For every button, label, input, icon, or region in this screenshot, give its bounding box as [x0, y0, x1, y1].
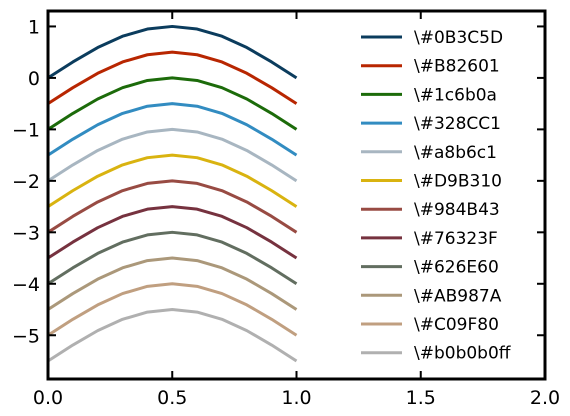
legend-label: \#626E60 — [414, 258, 499, 278]
y-tick-label: 0 — [28, 68, 40, 90]
series-line-3 — [47, 76, 298, 131]
series-line-7 — [47, 179, 298, 234]
plot-frame — [46, 9, 547, 381]
series-line-2 — [47, 50, 298, 105]
series-line-6 — [47, 153, 298, 208]
series-line-9 — [47, 230, 298, 286]
y-tick-label: 1 — [28, 16, 40, 38]
x-tick-label: 0.0 — [33, 387, 63, 409]
series-line-12 — [47, 308, 298, 363]
series-line-10 — [47, 256, 298, 311]
legend-label: \#0B3C5D — [414, 28, 503, 48]
legend-label: \#AB987A — [414, 286, 502, 306]
y-tick-label: −1 — [12, 119, 40, 141]
series-line-8 — [47, 205, 298, 260]
legend-label: \#1c6b0a — [414, 85, 497, 105]
y-tick-label: −5 — [12, 325, 40, 347]
x-tick-label: 1.0 — [281, 387, 311, 409]
legend-label: \#D9B310 — [414, 172, 502, 192]
legend-label: \#984B43 — [414, 200, 500, 220]
legend: \#0B3C5D \#B82601 \#1c6b0a \#328CC1 \#a8b6c1… — [361, 28, 512, 364]
legend-label: \#a8b6c1 — [414, 143, 497, 163]
y-tick-label: −2 — [12, 171, 40, 193]
y-axis: 1 0 −1 −2 −3 −4 −5 — [12, 16, 545, 347]
series-line-4 — [47, 102, 298, 157]
legend-label: \#b0b0b0ff — [414, 344, 512, 364]
legend-label: \#B82601 — [414, 57, 500, 77]
y-tick-label: −4 — [12, 274, 40, 296]
legend-label: \#328CC1 — [414, 114, 501, 134]
series-line-1 — [47, 24, 298, 80]
legend-label: \#76323F — [414, 229, 498, 249]
series-line-5 — [47, 127, 298, 183]
x-tick-label: 1.5 — [406, 387, 436, 409]
x-tick-label: 0.5 — [157, 387, 187, 409]
series-line-11 — [47, 282, 298, 337]
legend-label: \#C09F80 — [414, 315, 499, 335]
y-tick-label: −3 — [12, 222, 40, 244]
plot-lines — [47, 24, 298, 363]
x-tick-label: 2.0 — [530, 387, 560, 409]
